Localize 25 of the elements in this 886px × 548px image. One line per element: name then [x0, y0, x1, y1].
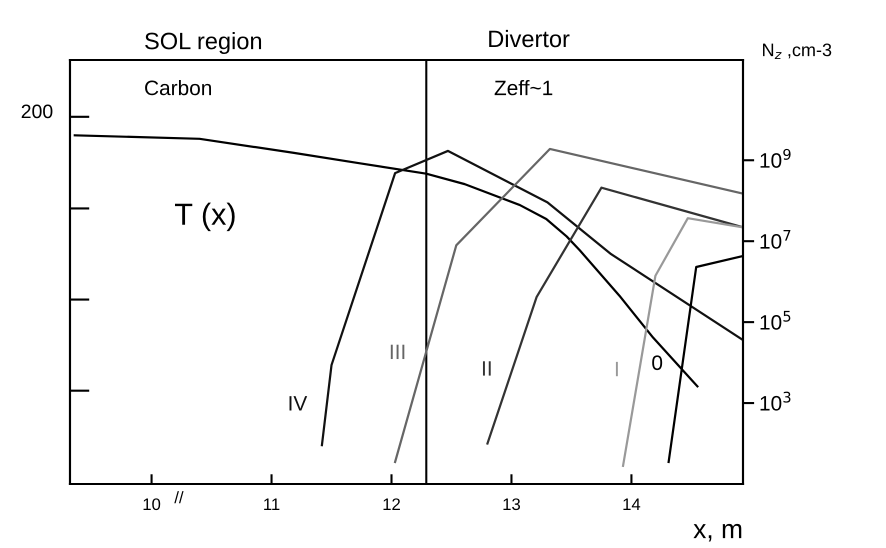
series-label: III [390, 344, 404, 360]
text: SOL region [145, 32, 262, 54]
x-axis-title: x, m [693, 524, 742, 542]
x-tick-label: 14 [623, 498, 640, 510]
annotation: Carbon [145, 80, 211, 96]
y2-tick-label: 10$^{9}$ [760, 148, 791, 168]
y2-tick-label: 10$^{5}$ [760, 310, 790, 330]
x-tick-label: 11 [264, 498, 280, 510]
annotation: T (x) [174, 202, 235, 232]
x-tick-label: 10 [144, 498, 160, 510]
y2-tick-label: 10$^{7}$ [760, 230, 790, 249]
series-label: I [616, 362, 618, 376]
series-label: 0 [652, 355, 662, 370]
series-label: IV [290, 396, 308, 410]
text: 200 [22, 104, 52, 118]
annotation: Zeff~1 [494, 80, 552, 96]
x-tick-label: 12 [384, 498, 400, 510]
line-series [622, 217, 743, 468]
x-tick-label: 13 [503, 498, 520, 510]
text: Divertor [489, 30, 570, 48]
y2-tick-label: 10$^{3}$ [760, 392, 790, 411]
text: // [174, 491, 184, 504]
series-label: II [482, 361, 491, 376]
y2-axis-title: N$_{z}$ ,cm-3 [763, 43, 832, 60]
line-series [320, 150, 743, 446]
